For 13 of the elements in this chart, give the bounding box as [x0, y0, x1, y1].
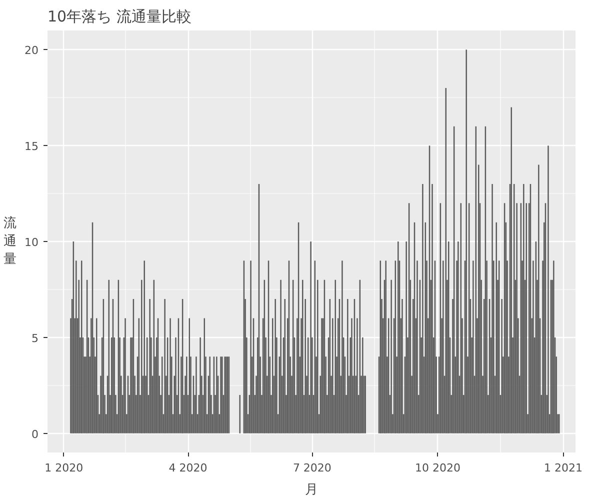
x-tick-label: 4 2020	[168, 462, 208, 474]
x-tick-label: 1 2020	[44, 462, 84, 474]
chart-title: 10年落ち 流通量比較	[48, 8, 192, 26]
x-tick-label: 1 2021	[544, 462, 582, 474]
y-tick-label: 5	[32, 332, 38, 345]
x-tick-label: 10 2020	[414, 462, 460, 474]
y-tick-label: 15	[24, 140, 39, 154]
x-tick-label: 7 2020	[292, 462, 332, 474]
y-axis-title: 流通量	[4, 215, 17, 267]
x-axis-title: 月	[305, 482, 318, 498]
y-tick-label: 20	[24, 44, 39, 58]
y-tick-label: 10	[24, 236, 39, 249]
y-tick-label: 0	[32, 428, 38, 441]
